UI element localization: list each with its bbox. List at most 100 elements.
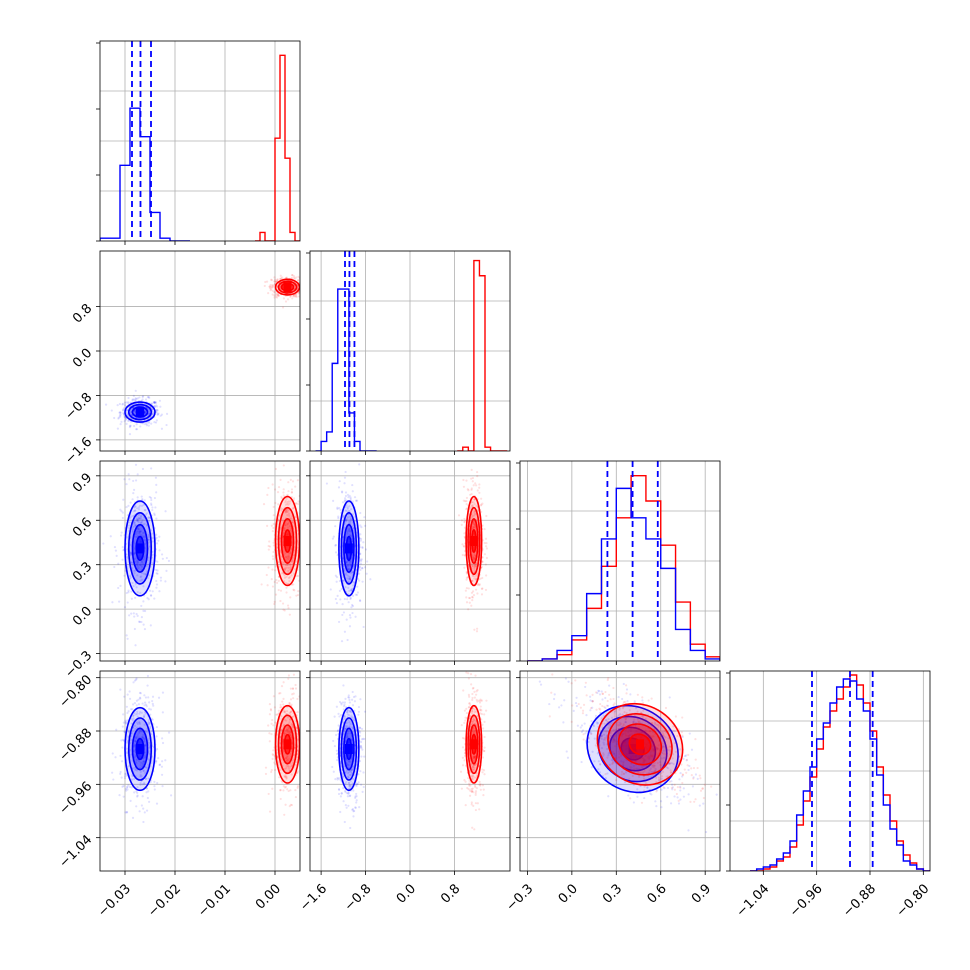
sample-point [293, 737, 296, 740]
sample-point [465, 578, 468, 581]
sample-point [153, 597, 156, 600]
sample-point [346, 735, 349, 738]
sample-point [283, 709, 286, 713]
sample-point [144, 777, 147, 780]
sample-point [132, 424, 136, 428]
sample-point [137, 517, 141, 520]
sample-point [344, 572, 348, 575]
sample-point [472, 556, 475, 559]
sample-point [154, 400, 157, 404]
sample-point [111, 601, 114, 604]
sample-point [124, 772, 128, 775]
sample-point [470, 683, 473, 686]
sample-point [304, 516, 306, 518]
sample-point [153, 401, 156, 404]
sample-point [345, 781, 348, 784]
sample-point [117, 416, 120, 419]
sample-point [350, 716, 354, 719]
sample-point [355, 593, 359, 597]
sample-point [295, 763, 298, 766]
sample-point [292, 692, 295, 695]
sample-point [340, 792, 343, 795]
sample-point [297, 275, 300, 278]
sample-point [468, 695, 471, 698]
sample-point [482, 788, 485, 791]
sample-point [479, 698, 482, 701]
sample-point [305, 295, 307, 297]
sample-point [296, 479, 299, 482]
sample-point [302, 505, 304, 507]
sample-point [467, 489, 470, 492]
sample-point [132, 612, 135, 615]
sample-point [155, 586, 158, 589]
sample-point [126, 719, 129, 722]
sample-point [331, 765, 334, 769]
sample-point [287, 765, 290, 768]
sample-point [272, 749, 275, 752]
sample-point [274, 280, 277, 283]
sample-point [269, 289, 272, 292]
sample-point [475, 484, 478, 487]
sample-point [286, 558, 289, 561]
sample-point [471, 698, 474, 701]
sample-point [347, 581, 350, 584]
sample-point [286, 754, 289, 758]
sample-point [350, 606, 353, 609]
sample-point [128, 697, 132, 700]
sample-point [160, 773, 164, 776]
sample-point [149, 725, 152, 728]
panel-p4-p2: −1.6 −0.8 0.0 0.8 [297, 670, 511, 914]
sample-point [348, 760, 351, 763]
sample-point [300, 708, 302, 710]
sample-point [146, 395, 149, 399]
sample-point [342, 564, 345, 567]
sample-point [346, 530, 349, 533]
sample-point [351, 570, 354, 574]
sample-point [271, 289, 274, 292]
sample-point [111, 771, 114, 774]
sample-point [620, 733, 624, 736]
sample-point [357, 572, 361, 575]
sample-point [469, 724, 473, 727]
sample-point [143, 508, 146, 512]
sample-point [272, 557, 275, 561]
sample-point [358, 806, 361, 809]
sample-point [469, 704, 472, 707]
sample-point [363, 737, 366, 741]
sample-point [467, 677, 470, 680]
sample-point [288, 805, 291, 808]
sample-point [267, 486, 270, 490]
sample-point [349, 826, 352, 830]
sample-point [465, 671, 468, 674]
grid-lines [310, 671, 510, 871]
sample-point [348, 625, 352, 628]
sample-point [272, 522, 275, 526]
sample-point [470, 516, 474, 519]
sample-point [135, 559, 139, 562]
sample-point [364, 524, 367, 527]
sample-point [121, 409, 125, 412]
sample-point [465, 712, 469, 715]
sample-point [268, 285, 272, 288]
sample-point [336, 752, 339, 756]
sample-point [133, 739, 137, 742]
sample-point [125, 422, 128, 425]
sample-point [482, 750, 486, 753]
sample-point [126, 785, 129, 788]
sample-point [289, 730, 292, 733]
sample-point [289, 765, 292, 768]
sample-point [347, 696, 350, 699]
sample-point [143, 723, 146, 726]
sample-point [471, 596, 474, 599]
sample-point [347, 694, 350, 697]
sample-point [294, 502, 297, 505]
sample-point [347, 776, 350, 779]
sample-point [134, 740, 137, 743]
sample-point [289, 525, 292, 528]
sample-point [465, 496, 469, 500]
sample-point [139, 783, 142, 786]
sample-point [348, 761, 351, 764]
sample-point [151, 590, 154, 593]
y-tick-label: 0.8 [70, 301, 95, 326]
sample-point [331, 537, 335, 540]
